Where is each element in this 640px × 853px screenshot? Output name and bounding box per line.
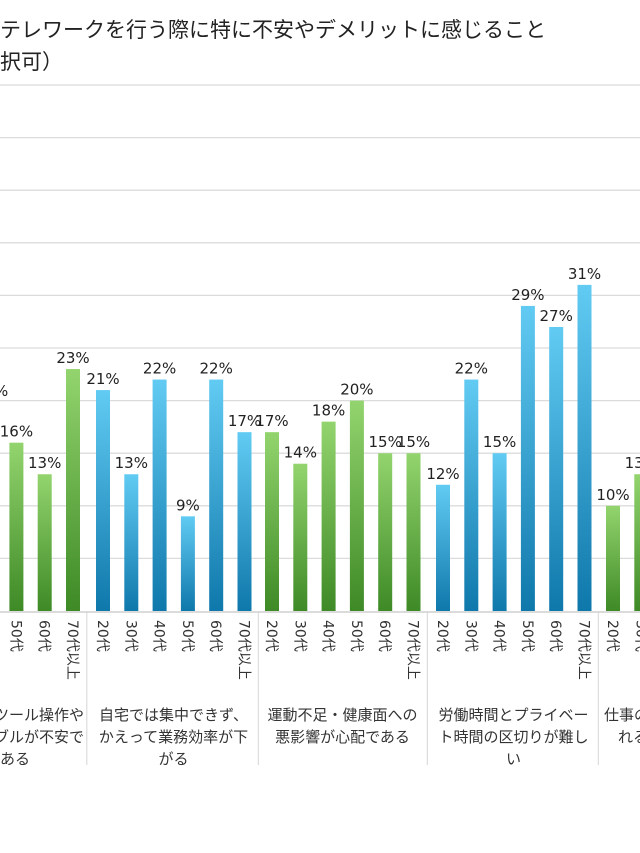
data-label: 15% [397, 433, 430, 451]
data-label: 27% [540, 307, 573, 325]
group-label-line: い [505, 750, 521, 768]
category-tick-label: 50代 [519, 620, 535, 652]
category-tick-label: 50代 [179, 620, 195, 652]
bar [549, 326, 564, 611]
bar [520, 305, 535, 611]
group-label: 運動不足・健康面への 悪影響が心配である [263, 704, 423, 748]
category-tick-label: 20代 [604, 620, 620, 652]
group-label-line: がる [158, 750, 189, 768]
category-tick-label: 30代 [291, 620, 307, 652]
data-label: 22% [143, 360, 176, 378]
category-tick-label: 20代 [94, 620, 110, 652]
category-tick-label: 20代 [434, 620, 450, 652]
chart-title-line2: 択可） [0, 50, 63, 74]
group-label-line: 労働時間とプライベー [438, 706, 589, 724]
bar [378, 453, 393, 611]
bar [321, 421, 336, 611]
bar [634, 474, 640, 611]
data-label: 20% [340, 381, 373, 399]
group-label-line: ある [0, 750, 31, 768]
bar [237, 432, 252, 611]
data-label: 13% [115, 454, 148, 472]
data-label: 12% [426, 465, 459, 483]
data-label: 31% [568, 265, 601, 283]
bar [209, 379, 224, 611]
bar [436, 484, 450, 611]
category-tick-label: 60代 [36, 620, 52, 652]
bar [606, 505, 620, 611]
category-tick-label: 60代 [207, 620, 223, 652]
data-label: 9% [176, 496, 200, 514]
bar [66, 369, 80, 611]
bar [9, 442, 24, 611]
group-label-line: かえって業務効率が下 [98, 728, 249, 746]
category-tick-label: 30代 [122, 620, 138, 652]
data-label: 14% [284, 444, 317, 462]
group-label-line: 仕事の [604, 706, 640, 724]
category-tick-label: 40代 [320, 620, 336, 652]
category-tick-label: 70代以上 [64, 620, 80, 680]
data-label: 10% [596, 486, 629, 504]
category-tick-label: 50代 [7, 620, 23, 652]
group-label: ツール操作や ブルが不安で ある [0, 704, 84, 770]
data-label: 16% [0, 423, 33, 441]
data-label: 21% [86, 370, 119, 388]
category-tick-label: 70代以上 [576, 620, 592, 680]
group-label-line: 悪影響が心配である [275, 728, 410, 746]
category-tick-label: 50代 [348, 620, 364, 652]
data-label: 22% [455, 360, 488, 378]
data-label: 13% [28, 454, 61, 472]
category-tick-label: 60代 [376, 620, 392, 652]
category-tick-label: 60代 [547, 620, 563, 652]
bar [265, 432, 279, 611]
category-tick-label: 40代 [151, 620, 167, 652]
group-label: 労働時間とプライベー ト時間の区切りが難しい [434, 704, 594, 770]
bar [464, 379, 479, 611]
bar [37, 474, 52, 611]
category-tick-label: 70代以上 [405, 620, 421, 680]
category-tick-label: 20代 [263, 620, 279, 652]
bar [406, 453, 421, 611]
data-label: 29% [511, 286, 544, 304]
group-label-line: ト時間の区切りが難し [438, 728, 589, 746]
data-label: 13% [625, 454, 640, 472]
category-tick-label: 40代 [491, 620, 507, 652]
group-label-line: 自宅では集中できず、 [99, 706, 248, 724]
group-label: 自宅では集中できず、 かえって業務効率が下 がる [94, 704, 254, 770]
bar [124, 474, 139, 611]
bar [293, 463, 308, 611]
data-label: 18% [312, 402, 345, 420]
data-label: 22% [200, 360, 233, 378]
group-label-line: 運動不足・健康面への [267, 706, 418, 724]
bar [349, 400, 364, 611]
bar [96, 390, 110, 611]
data-label: 17% [255, 412, 288, 430]
data-label: 15% [369, 433, 402, 451]
bar [492, 453, 507, 611]
chart-title-line1: テレワークを行う際に特に不安やデメリットに感じること [0, 18, 546, 42]
category-tick-label: 30代 [462, 620, 478, 652]
bar [152, 379, 167, 611]
data-label: 23% [56, 349, 89, 367]
group-label: 仕事のれる [604, 704, 640, 748]
category-tick-label: 30代 [632, 620, 640, 652]
group-label-line: ツール操作や [0, 706, 84, 724]
group-label-line: ブルが不安で [0, 728, 84, 746]
group-label-line: れる [618, 728, 640, 746]
bar [577, 284, 592, 611]
data-label: 17% [228, 412, 261, 430]
bar [180, 516, 195, 611]
data-label: % [0, 382, 8, 400]
category-tick-label: 70代以上 [236, 620, 252, 680]
data-label: 15% [483, 433, 516, 451]
